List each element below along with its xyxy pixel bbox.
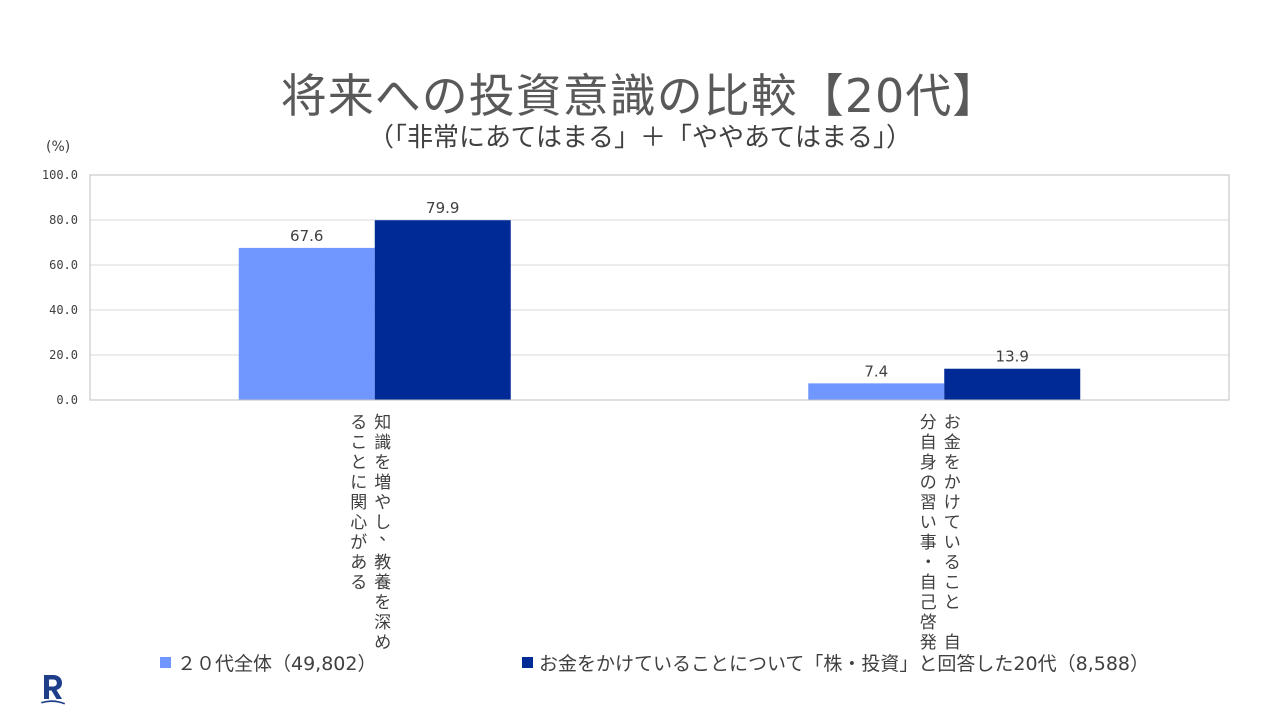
category-label-char: 知: [374, 413, 391, 433]
plot-frame: [89, 174, 1230, 401]
chart-subtitle: （「非常にあてはまる」＋「ややあてはまる」）: [368, 123, 912, 153]
legend-label-series-1: ２０代全体（49,802）: [177, 653, 377, 675]
category-label-char: け: [944, 493, 961, 513]
y-axis-ticks: 0.0 20.0 40.0 60.0 80.0 100.0: [42, 168, 78, 407]
category-label-char: 、: [379, 525, 396, 545]
bar-chart: 0.0 20.0 40.0 60.0 80.0 100.0 67.6 79.9 7.4 13.9…: [42, 168, 1230, 650]
y-axis-unit-label: (%): [46, 139, 71, 155]
y-tick-label: 0.0: [56, 393, 78, 407]
y-tick-label: 100.0: [42, 168, 78, 182]
legend-item-series-2: お金をかけていることについて「株・投資」と回答した20代（8,588）: [522, 650, 1150, 678]
category-label-char: あ: [350, 553, 367, 573]
data-label: 67.6: [290, 227, 323, 245]
category-label-char: 己: [920, 593, 937, 613]
category-label-char: や: [374, 493, 391, 513]
y-tick-label: 80.0: [49, 213, 78, 227]
y-tick-label: 20.0: [49, 348, 78, 362]
category-label-char: い: [944, 533, 961, 553]
category-label-char: る: [350, 573, 367, 593]
category-label-char: し: [374, 513, 391, 533]
category-label-char: こ: [944, 573, 961, 593]
legend: ２０代全体（49,802） お金をかけていることについて「株・投資」と回答した2…: [160, 650, 1160, 710]
category-label-char: い: [920, 513, 937, 533]
category-label-char: 身: [920, 453, 937, 473]
category-label-char: ・: [920, 553, 937, 573]
legend-label-series-2: お金をかけていることについて「株・投資」と回答した20代（8,588）: [539, 653, 1150, 675]
category-label-char: を: [374, 593, 391, 613]
bar-series-2-cat-2: [944, 368, 1081, 400]
category-label-char: が: [350, 533, 367, 553]
category-label-char: [944, 613, 961, 633]
category-label-char: を: [374, 453, 391, 473]
data-label: 79.9: [426, 199, 459, 217]
bar-series-2-cat-1: [374, 220, 511, 400]
category-label-char: に: [350, 473, 367, 493]
legend-item-series-1: ２０代全体（49,802）: [160, 650, 376, 678]
data-labels: 67.6 79.9 7.4 13.9: [290, 199, 1029, 380]
category-label-char: と: [944, 593, 961, 613]
data-label: 13.9: [996, 348, 1029, 366]
category-label-char: 心: [350, 513, 367, 533]
category-label-char: を: [944, 453, 961, 473]
category-label-char: 事: [920, 533, 937, 553]
category-label-char: 深: [374, 613, 391, 633]
category-label-char: こ: [350, 433, 367, 453]
category-label-char: て: [944, 513, 961, 533]
category-label-char: 自: [920, 573, 937, 593]
category-label-char: 関: [350, 493, 367, 513]
y-tick-label: 40.0: [49, 303, 78, 317]
category-label-char: 増: [374, 473, 391, 493]
category-label-char: 自: [944, 633, 961, 650]
category-label-char: 識: [374, 433, 391, 453]
category-label-char: の: [920, 473, 937, 493]
legend-swatch-series-2: [522, 657, 533, 668]
category-label-char: 習: [920, 493, 937, 513]
y-tick-label: 60.0: [49, 258, 78, 272]
bar-series-1-cat-2: [808, 383, 945, 400]
category-label-char: と: [350, 453, 367, 473]
rakuten-r-icon: [41, 675, 65, 705]
category-label-char: め: [374, 633, 391, 650]
category-label-char: る: [350, 413, 367, 433]
bars: [238, 220, 1081, 400]
legend-swatch-series-1: [160, 657, 171, 668]
category-label-char: る: [944, 553, 961, 573]
bar-series-1-cat-1: [238, 247, 375, 400]
category-label-char: 啓: [920, 613, 937, 633]
category-label-char: 分: [920, 413, 937, 433]
category-label-char: 発: [920, 633, 937, 650]
category-label-char: か: [944, 473, 961, 493]
category-label-char: 教: [374, 553, 391, 573]
data-label: 7.4: [864, 362, 888, 380]
category-label-char: 自: [920, 433, 937, 453]
category-label-char: 養: [374, 573, 391, 593]
chart-title: 将来への投資意識の比較【20代】: [280, 69, 1000, 123]
category-label-char: 金: [944, 433, 961, 453]
category-label-char: お: [944, 413, 961, 433]
